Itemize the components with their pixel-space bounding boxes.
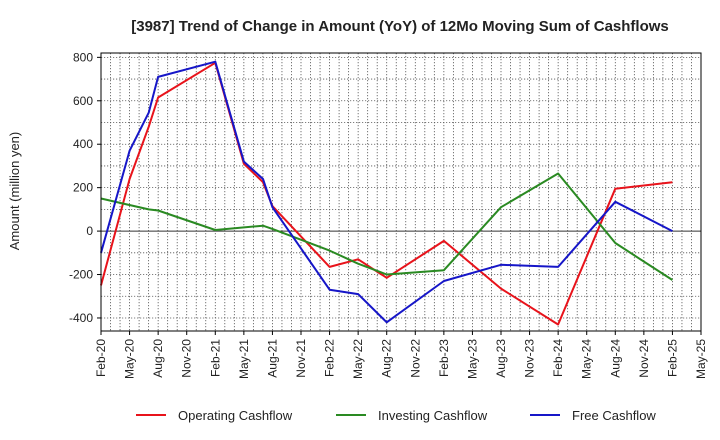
y-tick-label: 600 — [73, 94, 93, 108]
y-tick-label: 200 — [73, 181, 93, 195]
x-tick-label: Nov-22 — [408, 339, 422, 378]
y-tick-label: -400 — [69, 311, 93, 325]
y-tick-label: 0 — [86, 224, 93, 238]
y-tick-label: 400 — [73, 137, 93, 151]
y-axis-label: Amount (million yen) — [7, 132, 22, 251]
free-cashflow-line — [100, 60, 673, 324]
investing-cashflow-line — [100, 172, 673, 281]
x-tick-label: May-25 — [694, 339, 708, 379]
legend-label: Investing Cashflow — [378, 408, 488, 423]
x-tick-label: Feb-20 — [94, 339, 108, 377]
plot-frame — [100, 52, 702, 332]
x-tick-label: Nov-23 — [523, 339, 537, 378]
x-tick-label: Nov-20 — [180, 339, 194, 378]
legend: Operating Cashflow Investing Cashflow Free… — [136, 408, 656, 423]
x-tick-label: Aug-22 — [380, 339, 394, 378]
x-tick-label: Feb-25 — [665, 339, 679, 377]
y-tick-label: -200 — [69, 268, 93, 282]
y-axis-ticks: -400 -200 0 200 400 600 800 — [69, 50, 101, 325]
x-tick-label: May-23 — [465, 339, 479, 379]
x-tick-label: Feb-22 — [323, 339, 337, 377]
y-tick-label: 800 — [73, 50, 93, 64]
x-tick-label: Aug-21 — [265, 339, 279, 378]
x-tick-label: Nov-21 — [294, 339, 308, 378]
legend-label: Free Cashflow — [572, 408, 656, 423]
x-tick-label: May-21 — [237, 339, 251, 379]
grid-lines — [101, 53, 702, 331]
x-tick-label: May-22 — [351, 339, 365, 379]
x-tick-label: May-24 — [580, 339, 594, 379]
x-tick-label: Nov-24 — [637, 339, 651, 378]
x-tick-label: Aug-24 — [608, 339, 622, 378]
operating-cashflow-line — [100, 61, 673, 326]
x-axis-ticks: Feb-20 May-20 Aug-20 Nov-20 Feb-21 May-21 Aug-… — [94, 331, 708, 379]
x-tick-label: May-20 — [123, 339, 137, 379]
x-tick-label: Aug-20 — [151, 339, 165, 378]
x-tick-label: Feb-24 — [551, 339, 565, 377]
legend-label: Operating Cashflow — [178, 408, 293, 423]
series-lines — [100, 60, 673, 326]
x-tick-label: Feb-23 — [437, 339, 451, 377]
x-tick-label: Feb-21 — [208, 339, 222, 377]
x-tick-label: Aug-23 — [494, 339, 508, 378]
chart-title: [3987] Trend of Change in Amount (YoY) o… — [131, 18, 669, 35]
